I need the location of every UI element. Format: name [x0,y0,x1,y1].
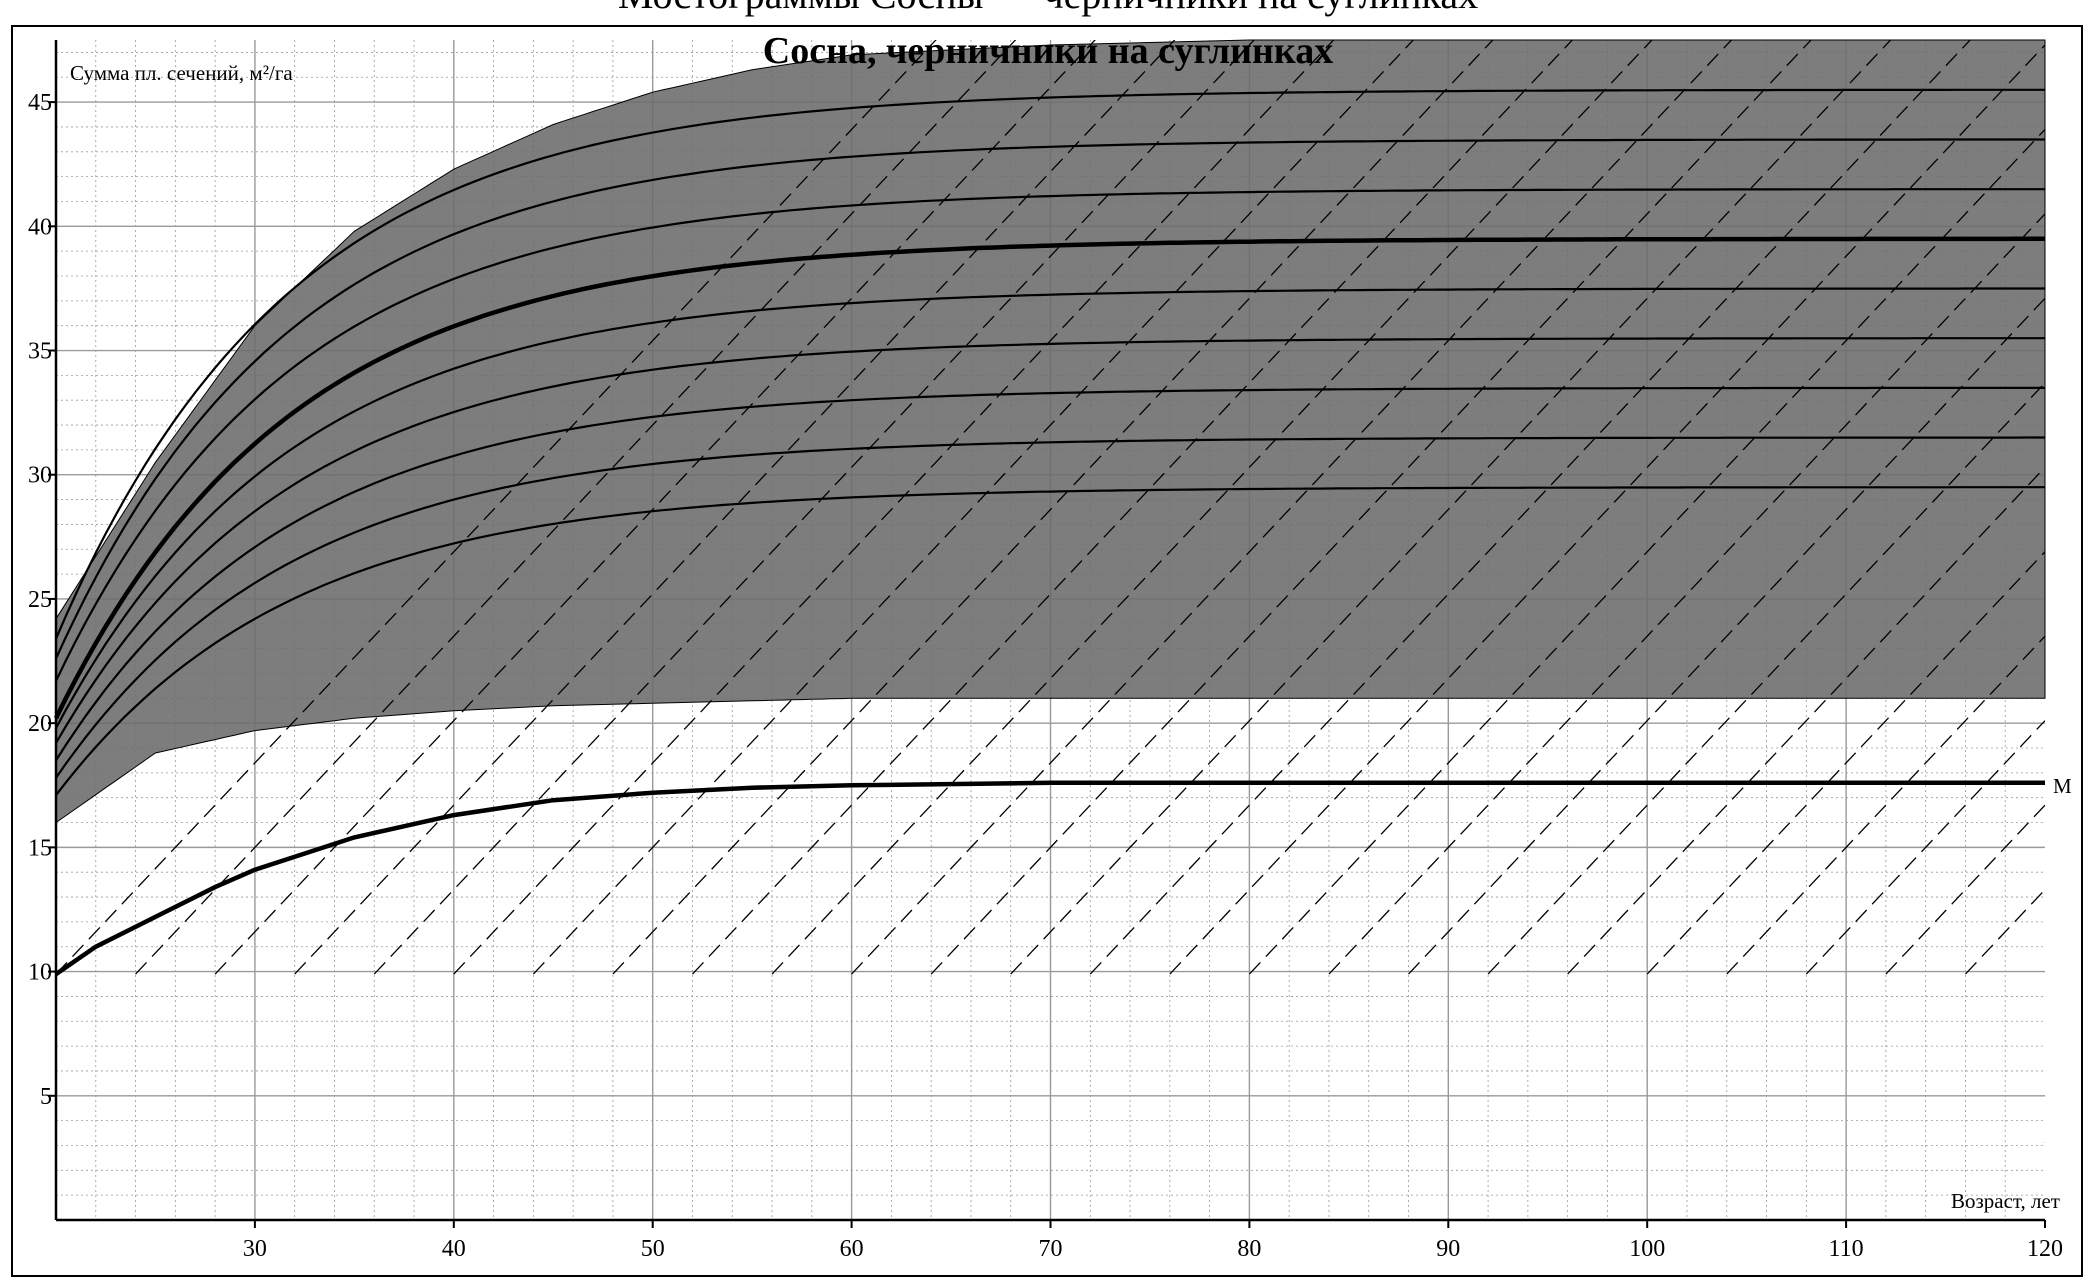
x-tick-label: 50 [641,1236,665,1262]
dashed-age-line [1567,466,2045,975]
density-curves [53,88,2045,796]
minimum-curve [54,780,2045,976]
dashed-age-line [930,40,1812,975]
x-axis-title: Возраст, лет [1951,1189,2060,1213]
y-tick-label: 45 [28,90,52,116]
dashed-age-line [851,40,1733,975]
dashed-age-line [612,40,1494,975]
dashed-age-line [1964,889,2045,975]
dashed-age-line [1248,128,2045,975]
dashed-age-lines [56,40,2045,1143]
dashed-age-line [1089,40,1972,975]
density-curve [55,138,2045,660]
x-tick-label: 120 [2027,1236,2063,1262]
minimum-line [54,780,2045,976]
y-tick-label: 10 [28,960,52,986]
density-curve [55,337,2045,744]
y-tick-label: 20 [28,711,52,737]
dashed-age-line [692,40,1574,975]
y-tick-label: 5 [40,1084,52,1110]
dashed-age-line [453,40,1335,975]
page-top-text: Мостограммы Сосны — черничники на суглин… [618,0,1478,17]
dashed-age-line [1010,40,1892,975]
dashed-age-line [1487,382,2045,975]
dashed-age-line [1726,635,2045,975]
density-curve [54,88,2045,640]
x-tick-label: 110 [1829,1236,1864,1262]
x-tick-label: 30 [243,1236,267,1262]
x-tick-label: 60 [840,1236,864,1262]
dashed-age-line [56,40,937,975]
y-tick-label: 15 [28,835,52,861]
x-tick-label: 70 [1039,1236,1063,1262]
dashed-age-line [1885,804,2045,975]
x-tick-label: 90 [1436,1236,1460,1262]
y-tick-label: 30 [28,463,52,489]
minimum-line-label: M [2053,774,2072,798]
x-tick-label: 100 [1629,1236,1665,1262]
density-curve [55,486,2045,796]
density-curve [55,287,2045,729]
density-curve [53,236,2045,720]
x-tick-label: 40 [442,1236,466,1262]
dashed-age-line [1408,297,2045,975]
dashed-age-line [1805,720,2045,975]
density-curve [55,188,2045,682]
dashed-age-line [135,40,1017,975]
dashed-age-line [1169,44,2045,975]
x-tick-label: 80 [1237,1236,1261,1262]
y-tick-label: 40 [28,214,52,240]
dashed-age-line [214,40,1096,975]
dashed-age-line [532,40,1415,975]
chart-title: Сосна, черничники на суглинках [763,30,1333,72]
tick-labels: 30 40 50 60 70 80 90 100 110 120 5 10 15 20 25 30 35 40 45 [28,90,2063,1262]
dashed-age-line [294,40,1176,975]
density-curve [55,386,2045,761]
dashed-age-line [1646,551,2045,975]
y-tick-label: 35 [28,339,52,365]
density-curve [55,436,2045,779]
y-axis-title: Сумма пл. сечений, м²/га [70,61,293,85]
dashed-age-line [1328,213,2045,975]
y-tick-label: 25 [28,587,52,613]
